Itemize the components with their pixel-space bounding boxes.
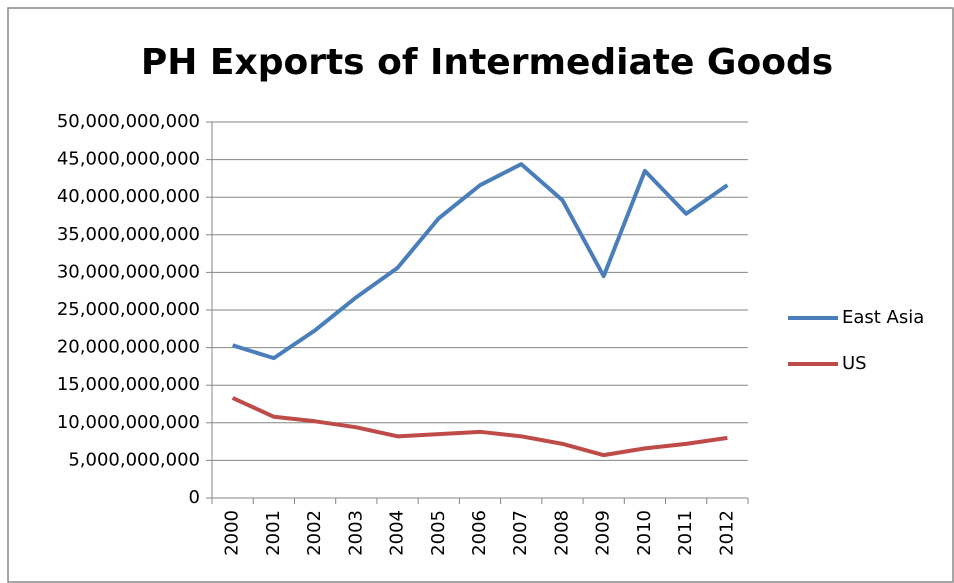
x-tick-label: 2010 [634, 510, 655, 556]
y-tick-label: 40,000,000,000 [57, 186, 200, 207]
y-tick-label: 20,000,000,000 [57, 337, 200, 358]
x-tick-label: 2008 [551, 510, 572, 556]
x-tick-label: 2001 [263, 510, 284, 556]
x-tick-label: 2000 [222, 510, 243, 556]
chart-title: PH Exports of Intermediate Goods [141, 42, 833, 83]
y-tick-label: 25,000,000,000 [57, 299, 200, 320]
x-tick-label: 2005 [428, 510, 449, 556]
x-tick-label: 2006 [469, 510, 490, 556]
x-tick-label: 2012 [716, 510, 737, 556]
chart-border [7, 7, 954, 583]
y-tick-label: 50,000,000,000 [57, 111, 200, 132]
y-tick-label: 45,000,000,000 [57, 149, 200, 170]
series-line [232, 162, 729, 361]
y-tick-label: 15,000,000,000 [57, 374, 200, 395]
x-tick-label: 2009 [593, 510, 614, 556]
y-tick-label: 35,000,000,000 [57, 224, 200, 245]
x-tick-label: 2011 [675, 510, 696, 556]
y-tick-label: 5,000,000,000 [68, 449, 200, 470]
y-tick-label: 0 [189, 487, 200, 508]
x-tick-label: 2002 [304, 510, 325, 556]
legend-label: US [842, 353, 867, 374]
series-line [231, 396, 728, 458]
y-tick-label: 30,000,000,000 [57, 261, 200, 282]
y-tick-label: 10,000,000,000 [57, 412, 200, 433]
x-tick-label: 2007 [510, 510, 531, 556]
x-tick-label: 2004 [387, 510, 408, 556]
x-tick-label: 2003 [345, 510, 366, 556]
legend-label: East Asia [842, 307, 924, 328]
